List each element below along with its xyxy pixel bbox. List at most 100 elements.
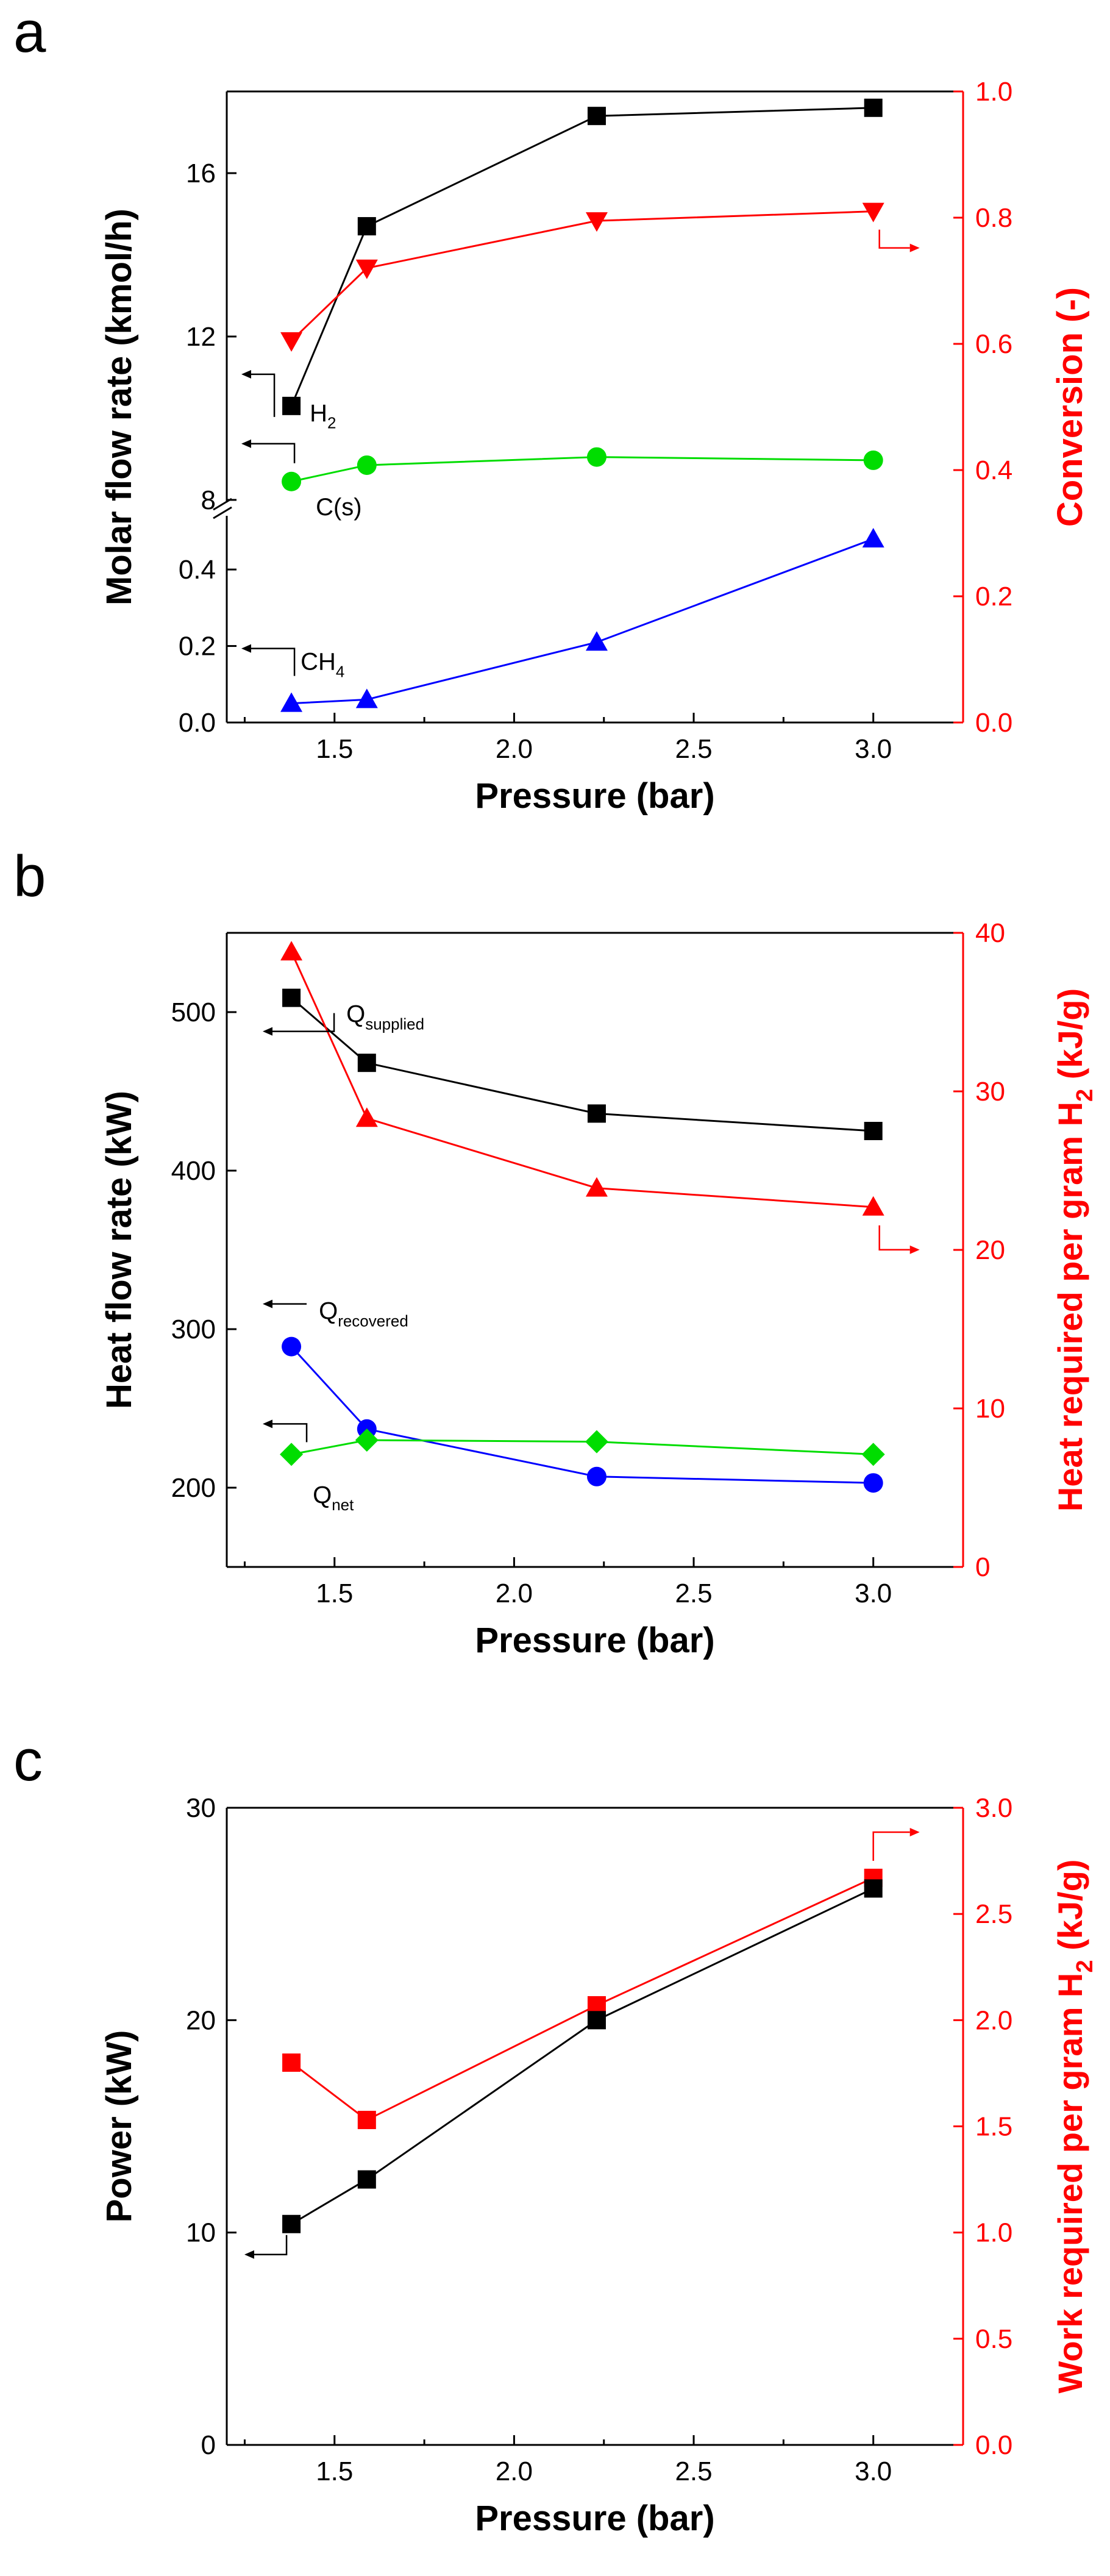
work-per-gram-axis-arrow-head: [909, 1827, 920, 1836]
x-tick-label: 2.0: [496, 1579, 533, 1608]
q-recovered-line: [290, 1346, 873, 1484]
x-tick-label: 3.0: [855, 734, 892, 764]
h2-line: [290, 107, 873, 407]
work-per-gram-point: [282, 2053, 301, 2072]
conversion-point: [585, 212, 608, 232]
y-right-tick-label: 0: [975, 1552, 990, 1582]
y-right-tick-label: 1.0: [975, 2218, 1012, 2248]
ch4-point: [862, 527, 884, 548]
y-left-tick-label: 0.0: [179, 708, 216, 738]
carbon-point: [586, 447, 607, 467]
y-right-axis-title: Conversion (-): [1050, 287, 1090, 527]
carbon-label: C(s): [316, 494, 362, 521]
x-axis-title: Pressure (bar): [475, 1621, 714, 1660]
x-tick-label: 3.0: [855, 2456, 892, 2486]
conversion-axis-arrow-head: [909, 243, 920, 252]
panel-a: a 1.5 2.0 2.5 3.0 Pressure (bar) 8 12 16 0.0 0.2 0.…: [13, 0, 1090, 816]
axis-break-mark: [213, 506, 232, 519]
x-tick-label: 2.0: [496, 734, 533, 764]
y-left-axis-title: Power (kW): [99, 2030, 139, 2223]
x-tick-label: 1.5: [316, 1579, 353, 1608]
y-right-tick-label: 3.0: [975, 1793, 1012, 1823]
q-supplied-point: [864, 1122, 883, 1140]
y-left-tick-label: 20: [186, 2005, 216, 2035]
y-right-tick-label: 1.0: [975, 77, 1012, 107]
heat-per-gram-point: [585, 1177, 608, 1197]
h2-label: H2: [310, 400, 336, 432]
h2-point: [587, 107, 606, 126]
y-right-axis-title-group: Work required per gram H2 (kJ/g): [1051, 1860, 1098, 2394]
h2-point: [282, 396, 301, 415]
y-right-axis-title: Heat required per gram H2 (kJ/g): [1051, 988, 1098, 1511]
y-left-axis-title: Molar flow rate (kmol/h): [99, 209, 139, 605]
heat-per-gram-axis-arrow: [878, 1225, 910, 1251]
panel-label: c: [13, 1728, 43, 1793]
y-right-tick-label: 0.4: [975, 455, 1012, 485]
x-tick-label: 1.5: [316, 2456, 353, 2486]
q-supplied-point: [282, 988, 301, 1007]
y-right-axis-title-group: Heat required per gram H2 (kJ/g): [1051, 988, 1098, 1511]
y-right-tick-label: 10: [975, 1394, 1005, 1424]
y-right-tick-label: 30: [975, 1077, 1005, 1107]
q-supplied-point: [357, 1054, 376, 1072]
panel-label: a: [13, 0, 46, 65]
ch4-axis-arrow: [251, 648, 296, 676]
y-left-tick-label: 12: [186, 322, 216, 352]
ch4-line: [291, 538, 874, 705]
h2-axis-arrow: [251, 373, 276, 417]
q-recovered-point: [586, 1466, 607, 1486]
q-net-point: [280, 1443, 304, 1466]
y-left-tick-label: 30: [186, 1793, 216, 1823]
ch4-point: [280, 692, 303, 712]
q-recovered-axis-arrow-head: [263, 1299, 272, 1308]
q-net-axis-arrow: [272, 1423, 308, 1443]
q-supplied-label: Qsupplied: [346, 1001, 424, 1033]
x-tick-label: 2.5: [675, 1579, 712, 1608]
ch4-label: CH4: [301, 649, 344, 681]
q-supplied-axis-arrow-head: [263, 1027, 272, 1036]
heat-per-gram-point: [280, 941, 303, 961]
panel-b: b 1.5 2.0 2.5 3.0 Pressure (bar) 200 300 400 500 0…: [13, 844, 1098, 1660]
x-tick-label: 2.0: [496, 2456, 533, 2486]
y-right-tick-label: 2.0: [975, 2005, 1012, 2035]
carbon-point: [863, 450, 883, 470]
y-right-tick-label: 20: [975, 1235, 1005, 1265]
heat-per-gram-line: [290, 951, 873, 1208]
power-axis-arrow: [254, 2235, 288, 2255]
carbon-axis-arrow-head: [241, 439, 251, 448]
power-point: [587, 2011, 606, 2030]
y-left-tick-label: 500: [171, 997, 216, 1027]
h2-point: [357, 217, 376, 236]
q-net-point: [355, 1429, 379, 1452]
carbon-point: [357, 455, 377, 475]
y-right-tick-label: 0.6: [975, 329, 1012, 359]
heat-per-gram-point: [862, 1196, 884, 1216]
y-right-tick-label: 0.0: [975, 708, 1012, 738]
axis-break-mark: [213, 498, 232, 511]
conversion-point: [862, 202, 884, 223]
conversion-point: [280, 332, 303, 352]
power-point: [864, 1879, 883, 1898]
power-point: [357, 2170, 376, 2189]
q-supplied-line: [291, 997, 873, 1132]
x-axis-title: Pressure (bar): [475, 2499, 714, 2538]
q-recovered-label: Qrecovered: [319, 1298, 408, 1330]
q-net-point: [861, 1443, 885, 1466]
power-axis-arrow-head: [244, 2250, 254, 2259]
y-left-tick-label: 300: [171, 1315, 216, 1344]
ch4-point: [355, 688, 378, 708]
conversion-point: [355, 259, 378, 279]
heat-per-gram-axis-arrow-head: [909, 1245, 920, 1254]
q-supplied-point: [587, 1104, 606, 1123]
power-line: [291, 1888, 874, 2225]
carbon-point: [282, 471, 302, 491]
q-net-label: Qnet: [313, 1482, 354, 1514]
y-left-tick-label: 8: [201, 485, 216, 515]
carbon-line: [291, 456, 873, 483]
y-left-tick-label: 0: [201, 2430, 216, 2460]
panel-label: b: [13, 844, 46, 909]
y-left-tick-label: 0.2: [179, 632, 216, 662]
y-left-tick-label: 200: [171, 1473, 216, 1503]
work-per-gram-axis-arrow: [872, 1831, 910, 1861]
panel-c: c 1.5 2.0 2.5 3.0 Pressure (bar) 0 10 20 30 0.0 0.5…: [13, 1728, 1098, 2538]
